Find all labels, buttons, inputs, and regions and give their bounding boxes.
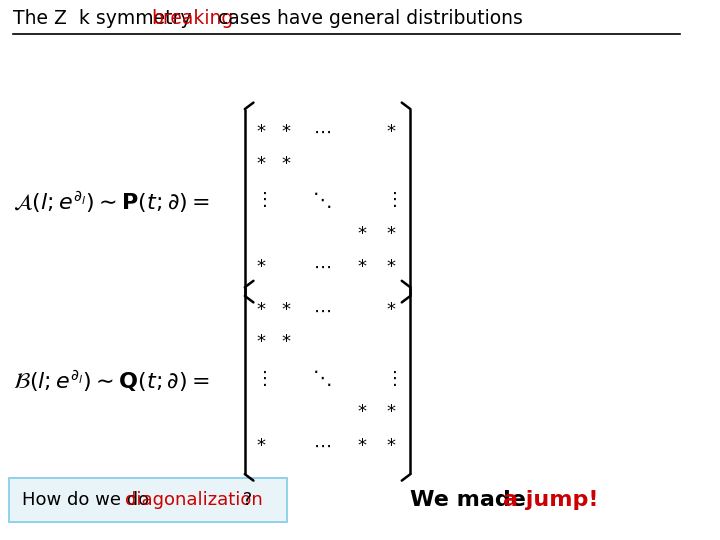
Text: breaking: breaking: [151, 9, 233, 28]
Text: *: *: [387, 403, 395, 421]
Text: *: *: [282, 333, 290, 351]
Text: We made: We made: [410, 490, 534, 510]
Text: *: *: [387, 301, 395, 320]
Text: *: *: [257, 333, 266, 351]
FancyBboxPatch shape: [9, 478, 287, 522]
Text: *: *: [358, 403, 366, 421]
Text: *: *: [257, 123, 266, 141]
Text: *: *: [358, 436, 366, 455]
Text: *: *: [358, 225, 366, 243]
Text: a jump!: a jump!: [503, 490, 598, 510]
Text: diagonalization: diagonalization: [125, 491, 262, 509]
Text: *: *: [282, 154, 290, 173]
Text: *: *: [282, 123, 290, 141]
Text: *: *: [282, 301, 290, 320]
Text: *: *: [257, 154, 266, 173]
Text: *: *: [257, 258, 266, 276]
Text: cases have general distributions: cases have general distributions: [212, 9, 523, 28]
Text: *: *: [358, 258, 366, 276]
Text: $\mathcal{A}(l;e^{\partial_l}) \sim \mathbf{P}(t;\partial) = $: $\mathcal{A}(l;e^{\partial_l}) \sim \mat…: [13, 190, 210, 215]
Text: $\cdots$: $\cdots$: [313, 436, 330, 455]
Text: *: *: [387, 436, 395, 455]
Text: $\vdots$: $\vdots$: [385, 190, 397, 210]
Text: How do we do: How do we do: [22, 491, 155, 509]
Text: *: *: [387, 258, 395, 276]
Text: $\ddots$: $\ddots$: [312, 368, 331, 388]
Text: $\vdots$: $\vdots$: [385, 368, 397, 388]
Text: $\cdots$: $\cdots$: [313, 301, 330, 320]
Text: $\cdots$: $\cdots$: [313, 258, 330, 276]
Text: $\vdots$: $\vdots$: [256, 190, 267, 210]
Text: ?: ?: [237, 491, 252, 509]
Text: $\vdots$: $\vdots$: [256, 368, 267, 388]
Text: *: *: [387, 123, 395, 141]
Text: $\mathcal{B}(l;e^{\partial_l}) \sim \mathbf{Q}(t;\partial) = $: $\mathcal{B}(l;e^{\partial_l}) \sim \mat…: [13, 368, 210, 394]
Text: $\cdots$: $\cdots$: [313, 123, 330, 141]
Text: *: *: [257, 436, 266, 455]
Text: The Z  k symmetry: The Z k symmetry: [13, 9, 197, 28]
Text: *: *: [387, 225, 395, 243]
Text: $\ddots$: $\ddots$: [312, 190, 331, 210]
Text: *: *: [257, 301, 266, 320]
